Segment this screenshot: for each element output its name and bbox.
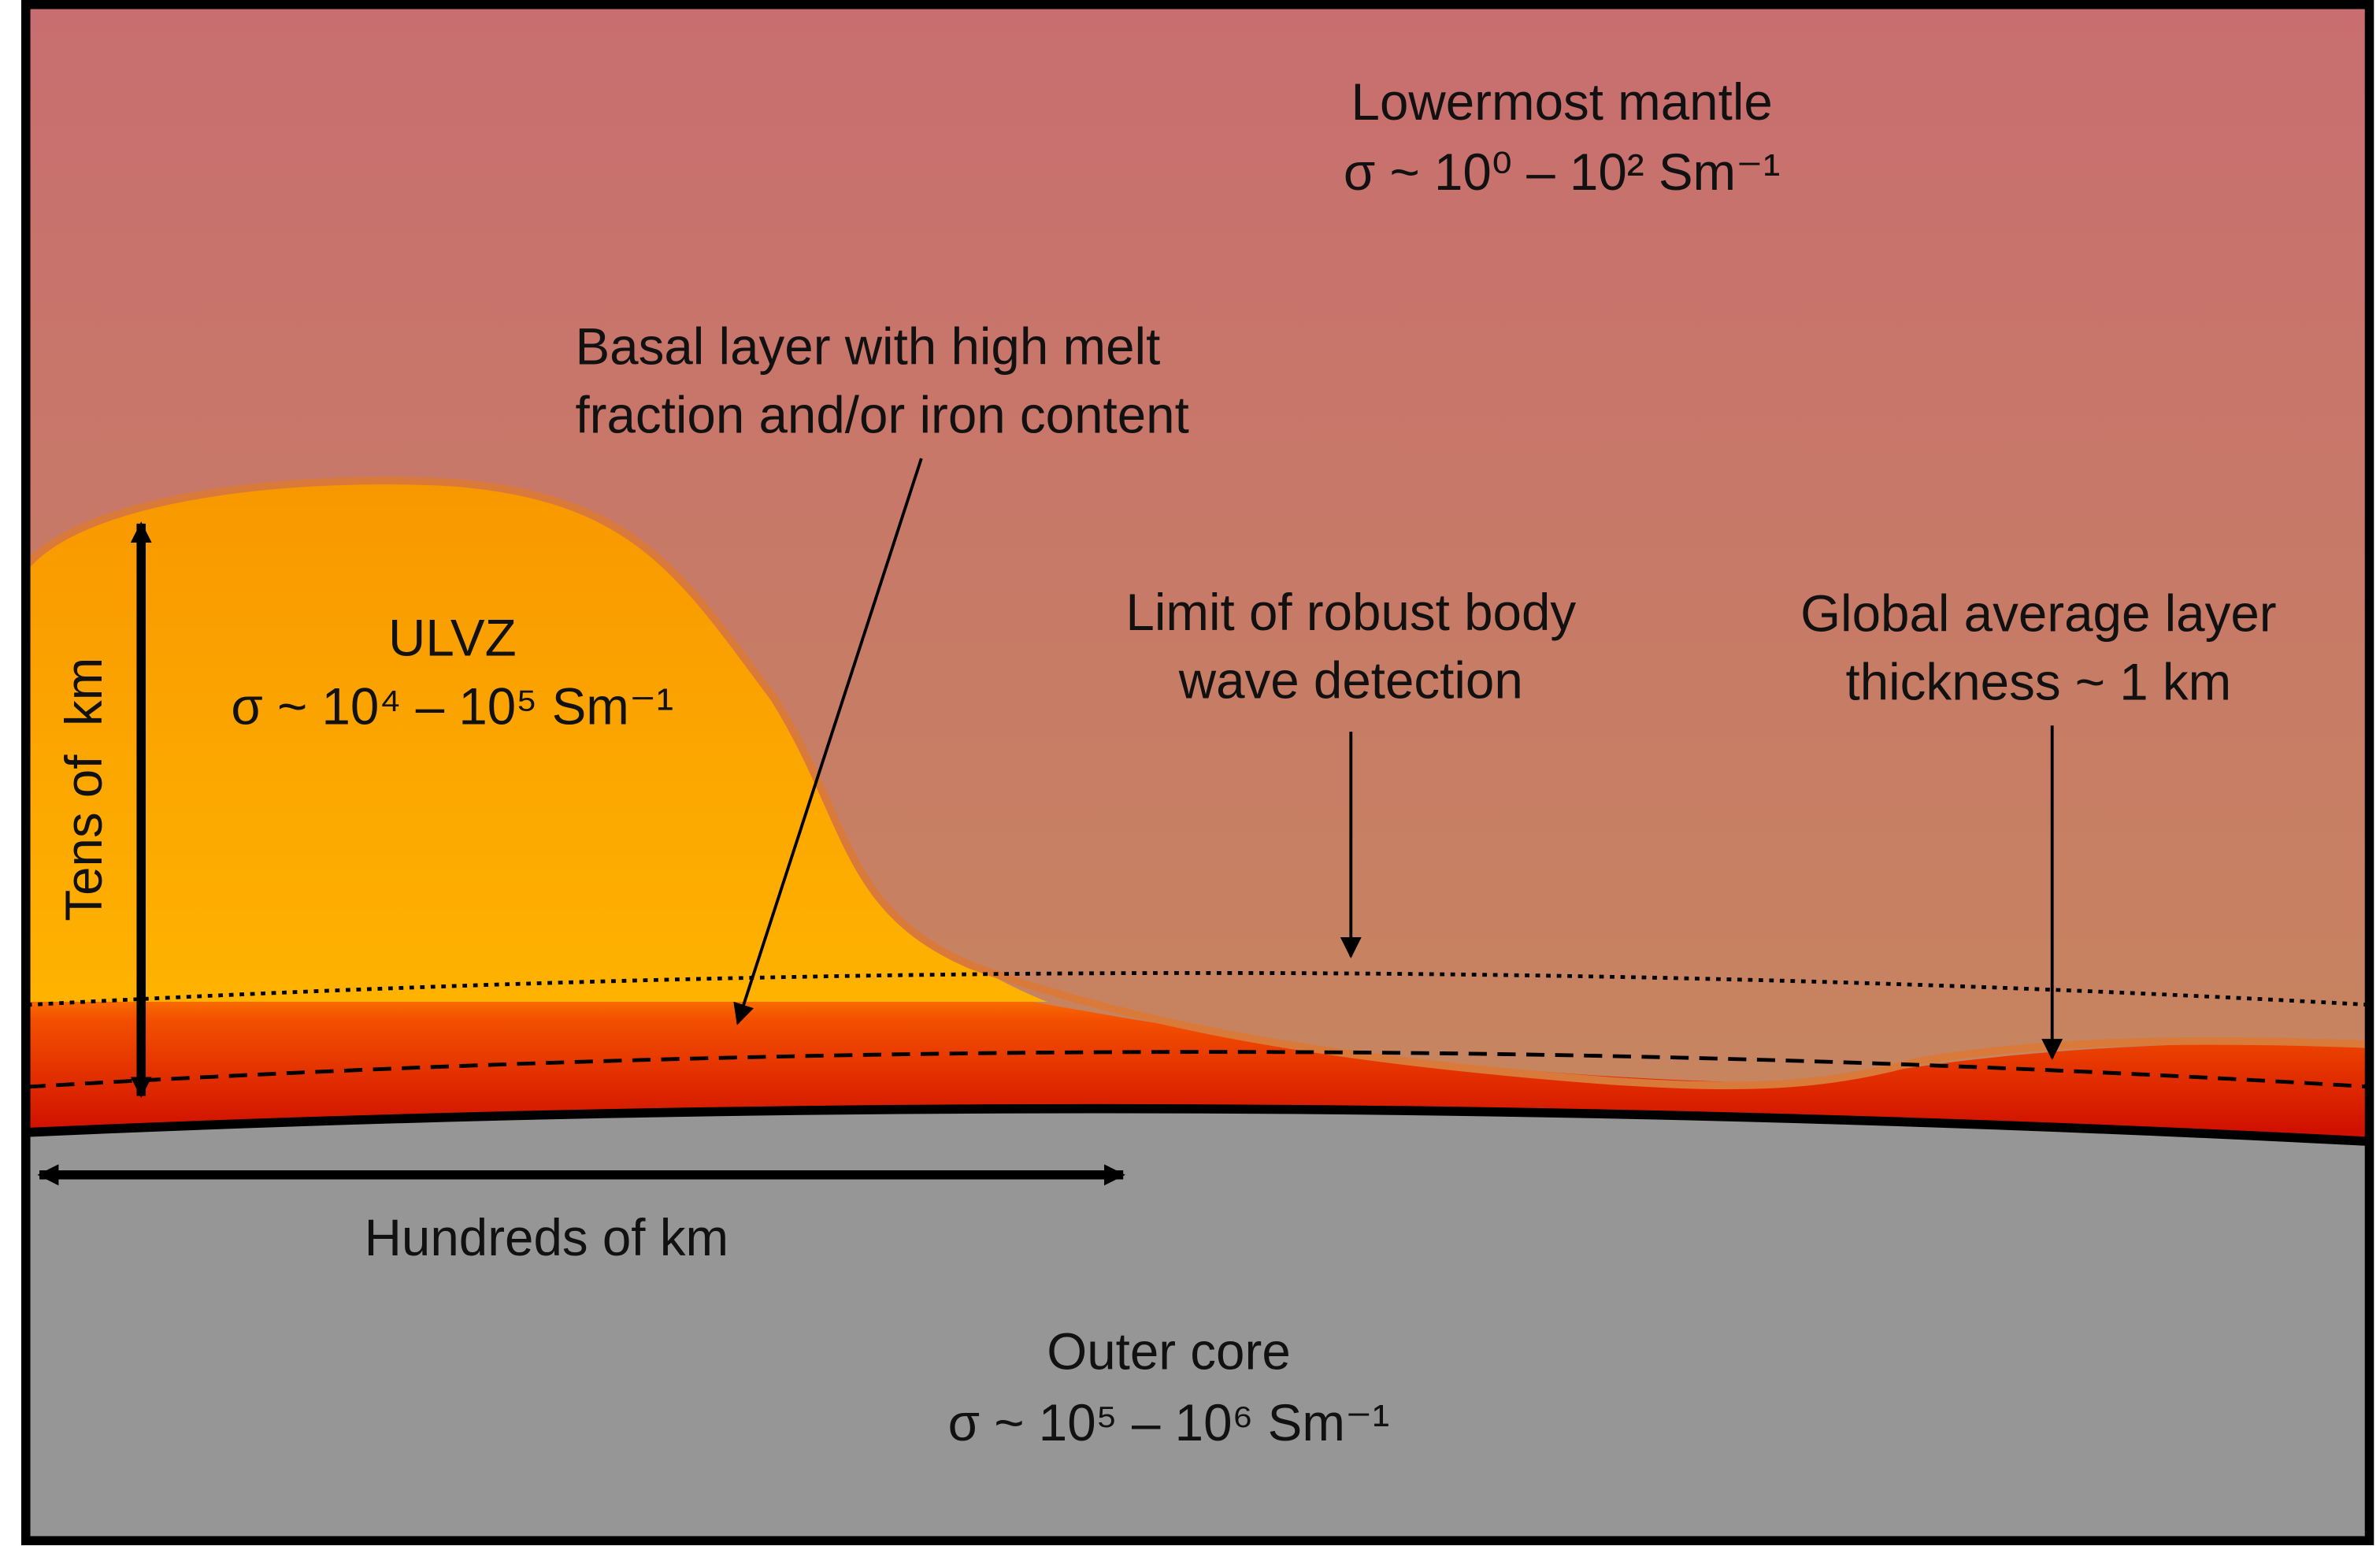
core-title: Outer core <box>1047 1322 1291 1380</box>
global-layer-label: Global average layer <box>1800 585 2277 643</box>
mantle-conductivity: σ ~ 10⁰ – 10² Sm⁻¹ <box>1344 143 1781 201</box>
ulvz-title: ULVZ <box>388 610 517 667</box>
detection-limit-line <box>27 971 2371 1007</box>
ulvz-region <box>27 480 1047 1003</box>
horizontal-scale-label: Hundreds of km <box>365 1209 728 1266</box>
detection-limit-label: wave detection <box>1178 652 1523 710</box>
frame <box>20 0 2374 1546</box>
basal-label: Basal layer with high melt <box>575 318 1160 376</box>
basal-layer <box>27 988 2371 1142</box>
basal-layer-arrow <box>733 458 923 1025</box>
core-conductivity: σ ~ 10⁵ – 10⁶ Sm⁻¹ <box>948 1394 1390 1451</box>
outer-core-region <box>27 1108 2371 1540</box>
global-layer-label: thickness ~ 1 km <box>1845 653 2231 710</box>
ulvz-conductivity: σ ~ 10⁴ – 10⁵ Sm⁻¹ <box>231 677 673 735</box>
core-mantle-boundary <box>27 1103 2371 1147</box>
mantle-title: Lowermost mantle <box>1351 73 1773 131</box>
vertical-scale-label: Tens of km <box>55 658 113 921</box>
detection-limit-label: Limit of robust body <box>1125 584 1576 641</box>
basal-label: fraction and/or iron content <box>575 386 1188 443</box>
ulvz-outline <box>24 476 2371 1090</box>
